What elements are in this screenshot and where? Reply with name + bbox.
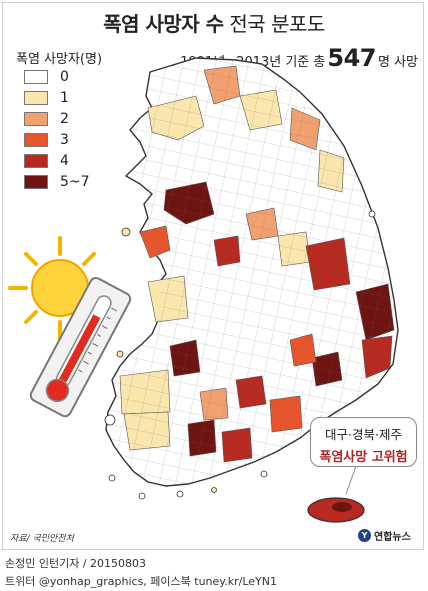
legend-item-0: 0 (24, 66, 90, 87)
island (104, 414, 116, 426)
legend-label-5: 5~7 (60, 173, 90, 190)
legend-label-1: 1 (60, 89, 69, 106)
legend-item-1: 1 (24, 87, 90, 108)
legend-swatch-3 (24, 132, 48, 147)
legend-label-3: 3 (60, 131, 69, 148)
islands (104, 210, 376, 500)
map-title: 폭염 사망자 수 전국 분포도 (0, 8, 428, 37)
yonhap-logo-icon: Y (358, 529, 371, 542)
legend-title: 폭염 사망자(명) (16, 52, 103, 67)
callout-regions: 대구·경북·제주 (325, 427, 402, 442)
title-light: 전국 분포도 (229, 12, 325, 36)
legend-item-5: 5~7 (24, 171, 90, 192)
legend-item-2: 2 (24, 108, 90, 129)
callout-pointer (345, 465, 357, 495)
yonhap-logo-text: 연합뉴스 (374, 532, 411, 543)
subtitle-suffix: 명 사망 (377, 55, 418, 70)
island (176, 490, 184, 498)
legend-item-3: 3 (24, 129, 90, 150)
island (138, 492, 146, 500)
island (108, 474, 116, 482)
island (260, 470, 268, 478)
legend-label-4: 4 (60, 152, 69, 169)
total-deaths: 547 (327, 44, 376, 72)
title-bold: 폭염 사망자 수 (103, 12, 224, 36)
high-risk-callout: 대구·경북·제주 폭염사망 고위험 (310, 417, 417, 467)
island (368, 210, 376, 218)
credit-social: 트위터 @yonhap_graphics, 페이스북 tuney.kr/LeYN… (5, 575, 277, 588)
legend-label-2: 2 (60, 110, 69, 127)
island (121, 227, 131, 237)
thermometer-icon (29, 276, 132, 418)
legend-item-4: 4 (24, 150, 90, 171)
yonhap-logo: Y 연합뉴스 (358, 528, 411, 543)
legend-swatch-4 (24, 153, 48, 168)
source-note: 자료/ 국민안전처 (10, 534, 74, 544)
legend-swatch-5 (24, 174, 48, 189)
legend-swatch-1 (24, 90, 48, 105)
credit-author: 손정민 인턴기자 / 20150803 (5, 557, 147, 570)
callout-high-risk: 폭염사망 고위험 (319, 450, 408, 465)
legend-label-0: 0 (60, 68, 69, 85)
legend-swatch-0 (24, 69, 48, 84)
legend-swatch-2 (24, 111, 48, 126)
island (211, 487, 217, 493)
island (116, 350, 124, 358)
legend: 0 1 2 3 4 5~7 (24, 66, 90, 192)
jeju-island-core (332, 502, 352, 512)
